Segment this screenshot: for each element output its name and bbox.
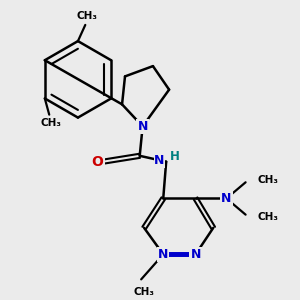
- Text: O: O: [92, 155, 103, 169]
- Text: N: N: [158, 248, 168, 261]
- Text: CH₃: CH₃: [258, 212, 279, 222]
- Text: H: H: [170, 150, 180, 163]
- Text: CH₃: CH₃: [258, 175, 279, 185]
- Text: N: N: [154, 154, 165, 167]
- Text: CH₃: CH₃: [76, 11, 97, 21]
- Text: N: N: [137, 120, 148, 133]
- Text: CH₃: CH₃: [40, 118, 61, 128]
- Text: CH₃: CH₃: [133, 287, 154, 297]
- Text: N: N: [221, 192, 232, 205]
- Text: N: N: [190, 248, 201, 261]
